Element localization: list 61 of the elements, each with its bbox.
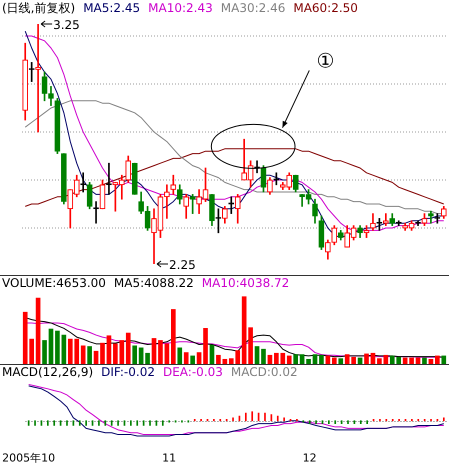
bar [126, 332, 131, 364]
bar [74, 338, 80, 364]
bar [344, 354, 350, 364]
bar [435, 356, 440, 364]
bar [422, 358, 427, 364]
bar [210, 344, 214, 364]
bar [326, 356, 330, 364]
bar [228, 358, 234, 364]
text: MACD:0.02 [230, 365, 298, 379]
candlestick [364, 225, 370, 238]
chart-title: VOLUME:4653.00 [2, 276, 106, 290]
bar [293, 354, 298, 364]
bar [268, 354, 272, 364]
text: MA10:4038.72 [202, 276, 290, 290]
bar [36, 298, 40, 364]
text: MA30:2.46 [220, 0, 286, 16]
bar [383, 354, 388, 364]
bar [132, 346, 138, 364]
bar [402, 358, 408, 364]
x-tick-label: 12 [302, 451, 317, 464]
bar [428, 358, 434, 364]
bar [390, 356, 395, 364]
text: MA5:4088.22 [114, 276, 194, 290]
annotation: 3.25 [53, 18, 80, 32]
x-tick-label: 11 [162, 451, 176, 464]
text: MA60:2.50 [293, 0, 358, 16]
bar [358, 358, 362, 364]
bar [248, 327, 253, 364]
text: DIF:-0.02 [101, 365, 155, 379]
text: DEA:-0.03 [162, 365, 223, 379]
bar [119, 340, 124, 364]
bar [274, 352, 279, 364]
text: MA10:2.43 [148, 0, 213, 16]
bar [177, 348, 182, 364]
chart-title: MACD(12,26,9) [2, 365, 94, 379]
bar [80, 346, 86, 364]
candlestick [48, 86, 54, 106]
bar [22, 312, 28, 364]
bar [242, 296, 246, 364]
x-tick-label: 2005年10 [2, 451, 56, 464]
bar [441, 356, 446, 364]
bar [87, 346, 92, 364]
bar [190, 356, 195, 364]
bar [280, 352, 286, 364]
chart-title: (日线,前复权) [2, 0, 76, 16]
bar [170, 309, 176, 364]
bar [68, 338, 73, 364]
bar [332, 358, 337, 364]
bar [396, 356, 402, 364]
bar [29, 338, 34, 364]
text: MA5:2.45 [83, 0, 140, 16]
bar [338, 358, 344, 364]
bar [351, 356, 356, 364]
bar [216, 354, 221, 364]
bar [222, 358, 228, 364]
bar [235, 350, 240, 364]
bar [286, 356, 292, 364]
annotation: ① [316, 48, 334, 73]
bar [184, 352, 189, 364]
bar [62, 334, 66, 364]
annotation: 2.25 [169, 258, 196, 272]
